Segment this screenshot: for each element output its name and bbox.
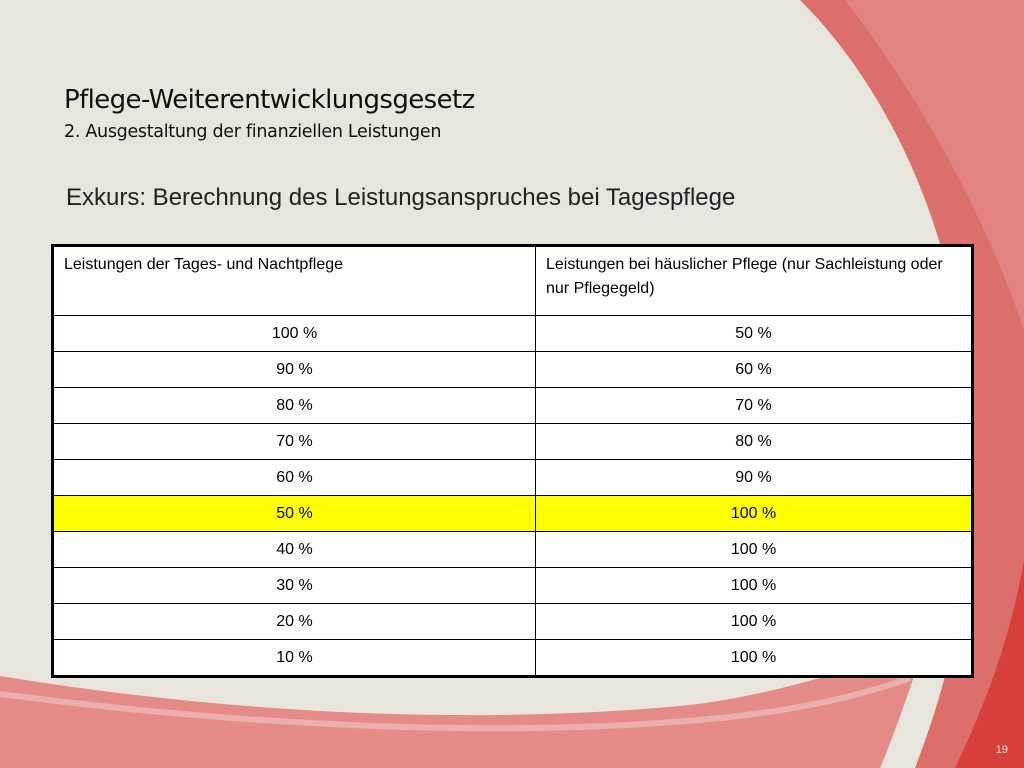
table-row: 60 % 90 %: [52, 459, 973, 496]
table-row: 70 % 80 %: [52, 423, 973, 460]
cell-day-night-care: 90 %: [52, 351, 536, 388]
slide-title: Pflege-Weiterentwicklungsgesetz: [64, 85, 475, 115]
cell-home-care: 50 %: [535, 315, 973, 352]
cell-home-care: 70 %: [535, 387, 973, 424]
table-header-row: Leistungen der Tages- und Nachtpflege Le…: [52, 245, 973, 316]
cell-day-night-care: 10 %: [52, 639, 536, 677]
cell-day-night-care: 100 %: [52, 315, 536, 352]
table-row: 100 % 50 %: [52, 315, 973, 352]
cell-home-care: 100 %: [535, 567, 973, 604]
cell-home-care: 100 %: [535, 495, 973, 532]
slide-subtitle: 2. Ausgestaltung der finanziellen Leistu…: [64, 122, 442, 142]
header-home-care: Leistungen bei häuslicher Pflege (nur Sa…: [535, 245, 973, 316]
cell-home-care: 80 %: [535, 423, 973, 460]
table-row: 40 % 100 %: [52, 531, 973, 568]
cell-day-night-care: 70 %: [52, 423, 536, 460]
page-number: 19: [995, 744, 1008, 756]
cell-home-care: 60 %: [535, 351, 973, 388]
cell-day-night-care: 20 %: [52, 603, 536, 640]
cell-day-night-care: 80 %: [52, 387, 536, 424]
table-row: 80 % 70 %: [52, 387, 973, 424]
cell-day-night-care: 40 %: [52, 531, 536, 568]
benefits-table: Leistungen der Tages- und Nachtpflege Le…: [51, 244, 974, 678]
cell-day-night-care: 30 %: [52, 567, 536, 604]
header-day-night-care: Leistungen der Tages- und Nachtpflege: [52, 245, 536, 316]
cell-home-care: 100 %: [535, 531, 973, 568]
cell-home-care: 100 %: [535, 639, 973, 677]
cell-day-night-care: 50 %: [52, 495, 536, 532]
table-row: 90 % 60 %: [52, 351, 973, 388]
cell-home-care: 100 %: [535, 603, 973, 640]
excursus-heading: Exkurs: Berechnung des Leistungsanspruch…: [66, 184, 736, 211]
cell-home-care: 90 %: [535, 459, 973, 496]
table-row-highlighted: 50 % 100 %: [52, 495, 973, 532]
table-row: 20 % 100 %: [52, 603, 973, 640]
table-row: 10 % 100 %: [52, 639, 973, 677]
table-row: 30 % 100 %: [52, 567, 973, 604]
cell-day-night-care: 60 %: [52, 459, 536, 496]
